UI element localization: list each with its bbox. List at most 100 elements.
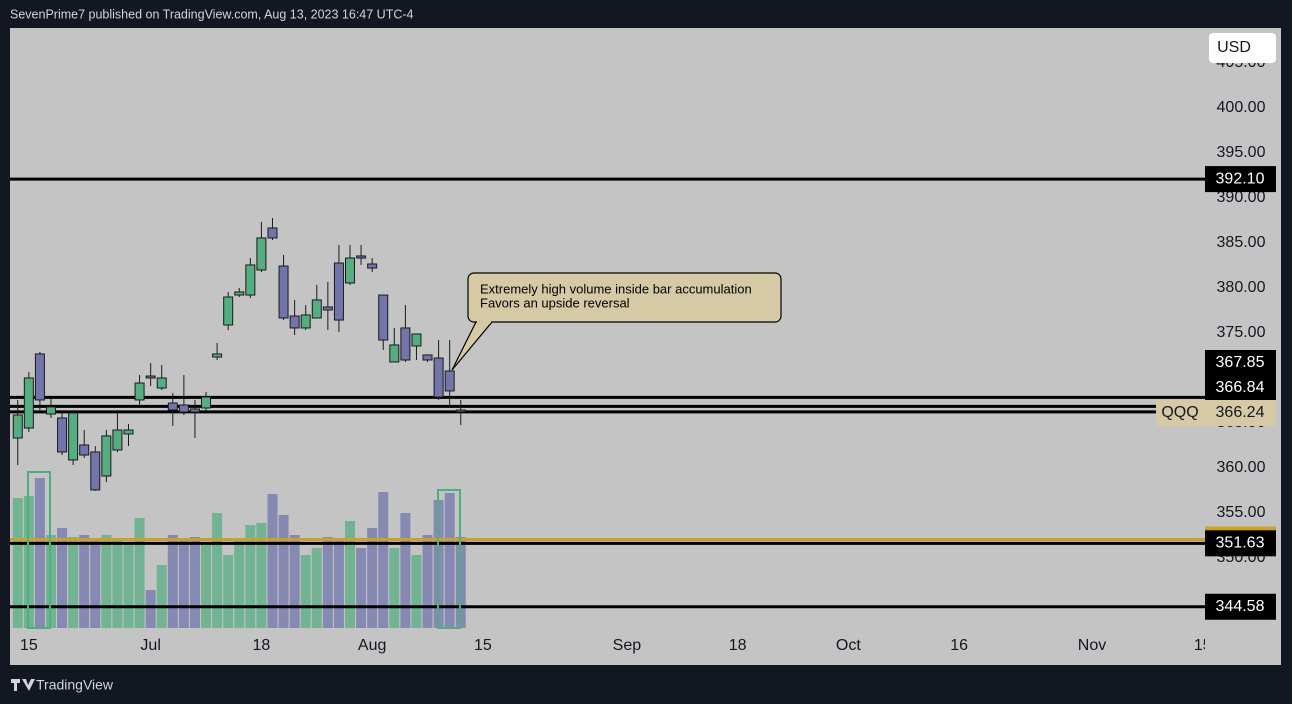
candle-body xyxy=(278,265,289,319)
volume-bar xyxy=(189,537,200,628)
footer: TradingView xyxy=(36,677,114,693)
y-tick-label: 400.00 xyxy=(1217,99,1266,116)
x-tick-label: 15 xyxy=(1194,637,1212,654)
candle-body xyxy=(12,414,23,439)
volume-bar xyxy=(57,528,68,628)
volume-bar xyxy=(156,565,167,628)
volume-bar xyxy=(145,590,156,628)
symbol-label: QQQ xyxy=(1161,404,1198,421)
volume-bar xyxy=(345,521,356,628)
volume-bar xyxy=(389,548,400,628)
level-label: 344.58 xyxy=(1216,598,1265,615)
volume-bar xyxy=(444,493,455,628)
y-tick-label: 375.00 xyxy=(1217,324,1266,341)
volume-bar xyxy=(333,540,344,628)
candle-body xyxy=(68,412,79,461)
header: SevenPrime7 published on TradingView.com… xyxy=(10,7,414,21)
candle-body xyxy=(356,255,367,259)
last-price-label: 366.24 xyxy=(1216,404,1265,421)
x-tick-label: Jul xyxy=(140,637,160,654)
candle-body xyxy=(378,294,389,341)
volume-bar xyxy=(267,494,278,628)
candle-body xyxy=(101,435,112,477)
volume-bar xyxy=(68,537,79,628)
volume-bar xyxy=(101,535,112,628)
candle-body xyxy=(45,406,56,415)
volume-bar xyxy=(411,555,422,628)
currency-label[interactable]: USD xyxy=(1217,39,1251,56)
candle-body xyxy=(411,333,422,347)
candle-body xyxy=(201,396,212,409)
x-tick-label: Aug xyxy=(358,637,386,654)
volume-bar xyxy=(234,540,245,628)
candle-body xyxy=(79,444,90,456)
volume-bar xyxy=(378,492,389,628)
candle-body xyxy=(422,354,433,361)
candle-body xyxy=(23,377,34,429)
volume-bar xyxy=(356,548,367,628)
level-label-box xyxy=(1205,593,1276,620)
volume-highlight xyxy=(27,471,51,629)
level-label: 392.10 xyxy=(1216,170,1265,187)
level-label-box xyxy=(1205,375,1276,401)
x-tick-label: Oct xyxy=(836,637,861,654)
volume-bar xyxy=(34,478,45,628)
volume-bar xyxy=(300,555,311,628)
candle-body xyxy=(167,402,178,411)
x-tick-label: Sep xyxy=(613,637,642,654)
level-label-box xyxy=(1205,530,1276,557)
symbol-box xyxy=(1156,400,1205,426)
volume-bar xyxy=(367,528,378,628)
level-label: 366.84 xyxy=(1216,379,1265,396)
x-tick-label: 15 xyxy=(20,637,38,654)
candle-body xyxy=(189,408,200,413)
level-label-box xyxy=(1205,166,1276,193)
callout-text: Favors an upside reversal xyxy=(480,295,630,310)
x-tick-label: 18 xyxy=(253,637,271,654)
y-tick-label: 395.00 xyxy=(1217,144,1266,161)
candle-body xyxy=(123,429,134,435)
candle-body xyxy=(367,263,378,269)
volume-bar xyxy=(322,537,333,628)
volume-bar xyxy=(212,513,223,628)
candle-body xyxy=(300,314,311,329)
volume-highlight xyxy=(437,489,461,629)
candle-body xyxy=(134,382,145,401)
x-tick-label: 15 xyxy=(474,637,492,654)
candle-body xyxy=(178,404,189,413)
candle-body xyxy=(400,327,411,361)
level-label: 351.63 xyxy=(1216,535,1265,552)
candle-body xyxy=(212,353,223,358)
volume-bar xyxy=(422,535,433,628)
volume-bar xyxy=(289,535,300,628)
volume-bar xyxy=(79,535,90,628)
candle-body xyxy=(156,377,167,389)
candle-body xyxy=(245,264,256,296)
volume-bar xyxy=(167,535,178,628)
volume-bar xyxy=(400,513,411,628)
candle-body xyxy=(311,299,322,319)
volume-bar xyxy=(311,548,322,628)
y-tick-label: 380.00 xyxy=(1217,279,1266,296)
y-tick-label: 390.00 xyxy=(1217,189,1266,206)
x-tick-label: Nov xyxy=(1078,637,1106,654)
x-tick-label: 18 xyxy=(729,637,747,654)
volume-bar xyxy=(134,518,145,628)
candle-body xyxy=(34,353,45,401)
y-tick-label: 355.00 xyxy=(1217,504,1266,521)
volume-bar xyxy=(12,498,23,628)
candle-body xyxy=(267,227,278,239)
candle-body xyxy=(322,306,333,311)
candle-body xyxy=(256,237,267,271)
y-tick-label: 360.00 xyxy=(1217,459,1266,476)
candle-body xyxy=(90,451,101,491)
candle-body xyxy=(333,262,344,321)
volume-bar xyxy=(123,545,134,628)
callout-text: Extremely high volume inside bar accumul… xyxy=(480,281,752,296)
x-axis: 15 Jul 18 Aug 15 Sep 18 Oct 16 Nov 15 xyxy=(20,628,1212,654)
x-tick-label: 16 xyxy=(950,637,968,654)
plot-bg xyxy=(10,28,1281,665)
candle-body xyxy=(234,291,245,296)
candle-body xyxy=(57,417,68,453)
currency-button[interactable] xyxy=(1209,33,1276,63)
